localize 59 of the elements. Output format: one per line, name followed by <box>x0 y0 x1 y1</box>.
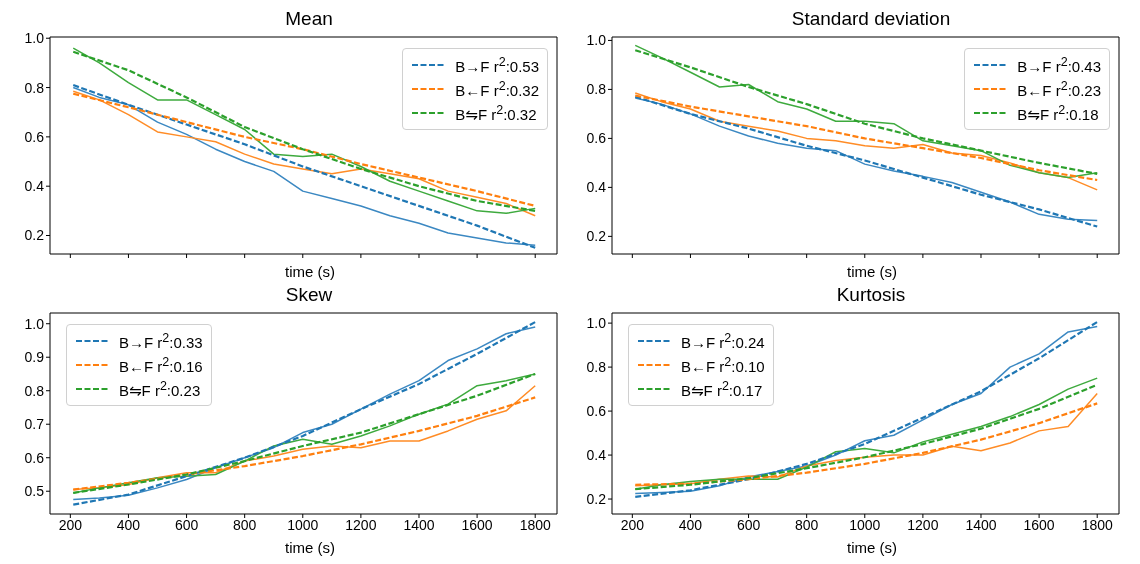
chart-title: Mean <box>284 8 334 31</box>
chart-title: Skew <box>284 284 334 307</box>
y-tick-label: 0.6 <box>586 403 607 420</box>
y-tick-label: 0.8 <box>586 359 607 376</box>
y-tick-label: 0.4 <box>586 179 607 196</box>
x-tick-label: 400 <box>116 516 141 533</box>
x-tick-label: 1200 <box>345 516 377 533</box>
x-tick-label: 600 <box>174 516 199 533</box>
y-tick-label: 0.8 <box>586 81 607 98</box>
x-axis-title: time (s) <box>846 262 898 282</box>
y-tick-label: 0.7 <box>24 416 45 433</box>
y-tick-label: 0.2 <box>586 228 607 245</box>
legend-label: B⇋F r$^{2}$:0.17 <box>681 378 763 400</box>
x-tick-label: 200 <box>620 516 645 533</box>
y-tick-label: 0.4 <box>24 178 45 195</box>
x-axis-title: time (s) <box>284 538 336 558</box>
legend-label: B→F r$^{2}$:0.33 <box>119 331 203 351</box>
x-tick-label: 1800 <box>1081 516 1113 533</box>
x-tick-label: 1600 <box>1023 516 1055 533</box>
y-tick-label: 0.6 <box>24 128 45 145</box>
legend-label: B→F r$^{2}$:0.43 <box>1017 55 1101 75</box>
legend-label: B→F r$^{2}$:0.24 <box>681 331 765 351</box>
x-tick-label: 1200 <box>907 516 939 533</box>
y-tick-label: 0.6 <box>24 449 45 466</box>
y-tick-label: 1.0 <box>586 315 607 332</box>
legend-label: B→F r$^{2}$:0.53 <box>455 55 539 75</box>
x-tick-label: 800 <box>794 516 819 533</box>
y-tick-label: 0.4 <box>586 447 607 464</box>
x-tick-label: 1000 <box>849 516 881 533</box>
y-tick-label: 0.8 <box>24 382 45 399</box>
legend-label: B←F r$^{2}$:0.10 <box>681 355 765 375</box>
y-tick-label: 0.2 <box>586 491 607 508</box>
legend-label: B←F r$^{2}$:0.16 <box>119 355 203 375</box>
x-tick-label: 1600 <box>461 516 493 533</box>
y-tick-label: 0.8 <box>24 79 45 96</box>
y-tick-label: 1.0 <box>24 315 45 332</box>
x-tick-label: 1800 <box>519 516 551 533</box>
x-tick-label: 1400 <box>403 516 435 533</box>
y-tick-label: 0.2 <box>24 227 45 244</box>
y-tick-label: 0.5 <box>24 483 45 500</box>
legend-label: B←F r$^{2}$:0.23 <box>1017 79 1101 99</box>
y-tick-label: 1.0 <box>586 32 607 49</box>
legend-label: B⇋F r$^{2}$:0.18 <box>1017 102 1099 124</box>
y-tick-label: 1.0 <box>24 30 45 47</box>
y-tick-label: 0.9 <box>24 349 45 366</box>
x-axis-title: time (s) <box>284 262 336 282</box>
x-tick-label: 200 <box>58 516 83 533</box>
x-tick-label: 800 <box>232 516 257 533</box>
chart-title: Kurtosis <box>835 284 907 307</box>
x-tick-label: 1000 <box>287 516 319 533</box>
x-tick-label: 600 <box>736 516 761 533</box>
x-axis-title: time (s) <box>846 538 898 558</box>
chart-title: Standard deviation <box>790 8 952 31</box>
x-tick-label: 1400 <box>965 516 997 533</box>
legend-label: B⇋F r$^{2}$:0.32 <box>455 102 537 124</box>
x-tick-label: 400 <box>678 516 703 533</box>
legend-label: B←F r$^{2}$:0.32 <box>455 79 539 99</box>
y-tick-label: 0.6 <box>586 130 607 147</box>
legend-label: B⇋F r$^{2}$:0.23 <box>119 378 201 400</box>
